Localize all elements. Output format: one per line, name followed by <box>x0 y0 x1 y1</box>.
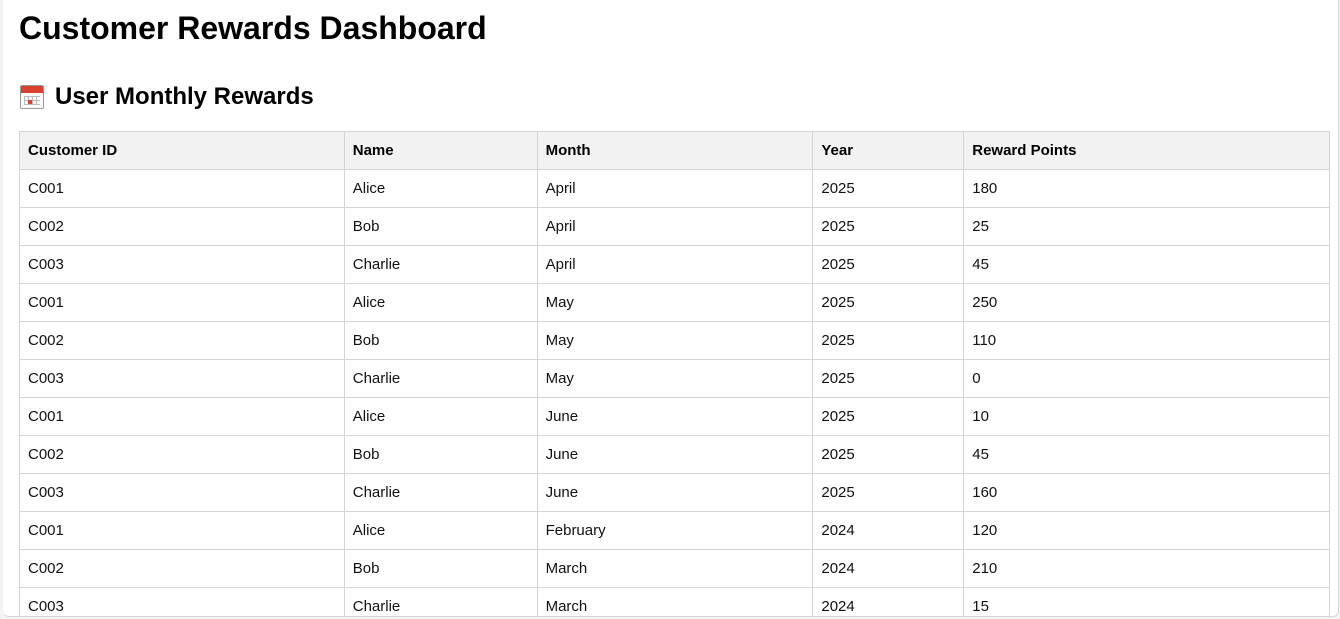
cell-month: April <box>536 169 814 208</box>
cell-reward-points: 25 <box>963 207 1330 246</box>
cell-year: 2025 <box>812 283 965 322</box>
cell-year: 2025 <box>812 321 965 360</box>
cell-month: April <box>536 207 814 246</box>
table-row: C002 Bob May 2025 110 <box>19 321 1330 360</box>
cell-month: June <box>536 435 814 474</box>
cell-year: 2025 <box>812 435 965 474</box>
cell-reward-points: 15 <box>963 587 1330 616</box>
cell-customer-id: C002 <box>19 207 345 246</box>
column-header-name: Name <box>343 131 538 170</box>
cell-reward-points: 120 <box>963 511 1330 550</box>
cell-year: 2025 <box>812 207 965 246</box>
cell-name: Alice <box>343 397 538 436</box>
cell-month: March <box>536 549 814 588</box>
cell-reward-points: 110 <box>963 321 1330 360</box>
cell-year: 2024 <box>812 511 965 550</box>
cell-year: 2025 <box>812 359 965 398</box>
section-heading: User Monthly Rewards <box>20 82 314 112</box>
cell-year: 2025 <box>812 169 965 208</box>
cell-customer-id: C001 <box>19 511 345 550</box>
cell-month: February <box>536 511 814 550</box>
cell-name: Charlie <box>343 587 538 616</box>
cell-year: 2025 <box>812 245 965 284</box>
cell-customer-id: C002 <box>19 435 345 474</box>
cell-name: Charlie <box>343 359 538 398</box>
cell-customer-id: C001 <box>19 169 345 208</box>
cell-name: Alice <box>343 283 538 322</box>
table-row: C003 Charlie March 2024 15 <box>19 587 1330 616</box>
cell-reward-points: 180 <box>963 169 1330 208</box>
table-row: C001 Alice April 2025 180 <box>19 169 1330 208</box>
cell-month: March <box>536 587 814 616</box>
cell-name: Alice <box>343 169 538 208</box>
cell-month: May <box>536 359 814 398</box>
calendar-icon <box>20 85 44 109</box>
cell-name: Charlie <box>343 473 538 512</box>
cell-customer-id: C002 <box>19 549 345 588</box>
cell-customer-id: C003 <box>19 359 345 398</box>
table-row: C001 Alice February 2024 120 <box>19 511 1330 550</box>
cell-year: 2025 <box>812 473 965 512</box>
cell-month: May <box>536 283 814 322</box>
column-header-month: Month <box>536 131 814 170</box>
cell-name: Alice <box>343 511 538 550</box>
cell-customer-id: C003 <box>19 245 345 284</box>
rewards-table: Customer ID Name Month Year Reward Point… <box>19 131 1330 616</box>
cell-reward-points: 250 <box>963 283 1330 322</box>
column-header-reward-points: Reward Points <box>963 131 1330 170</box>
cell-name: Bob <box>343 435 538 474</box>
cell-year: 2024 <box>812 549 965 588</box>
table-row: C002 Bob June 2025 45 <box>19 435 1330 474</box>
table-header-row: Customer ID Name Month Year Reward Point… <box>19 131 1330 170</box>
cell-month: April <box>536 245 814 284</box>
cell-reward-points: 45 <box>963 245 1330 284</box>
table-row: C001 Alice May 2025 250 <box>19 283 1330 322</box>
table-row: C003 Charlie June 2025 160 <box>19 473 1330 512</box>
cell-reward-points: 45 <box>963 435 1330 474</box>
table-row: C002 Bob March 2024 210 <box>19 549 1330 588</box>
column-header-customer-id: Customer ID <box>19 131 345 170</box>
cell-customer-id: C001 <box>19 283 345 322</box>
cell-reward-points: 0 <box>963 359 1330 398</box>
section-title: User Monthly Rewards <box>55 83 314 110</box>
cell-name: Bob <box>343 207 538 246</box>
cell-month: June <box>536 473 814 512</box>
column-header-year: Year <box>812 131 965 170</box>
cell-year: 2025 <box>812 397 965 436</box>
cell-customer-id: C003 <box>19 587 345 616</box>
cell-name: Bob <box>343 321 538 360</box>
cell-name: Bob <box>343 549 538 588</box>
table-row: C003 Charlie April 2025 45 <box>19 245 1330 284</box>
cell-year: 2024 <box>812 587 965 616</box>
cell-customer-id: C003 <box>19 473 345 512</box>
cell-reward-points: 210 <box>963 549 1330 588</box>
cell-customer-id: C001 <box>19 397 345 436</box>
cell-reward-points: 160 <box>963 473 1330 512</box>
cell-reward-points: 10 <box>963 397 1330 436</box>
table-row: C002 Bob April 2025 25 <box>19 207 1330 246</box>
cell-customer-id: C002 <box>19 321 345 360</box>
page-title: Customer Rewards Dashboard <box>19 10 487 46</box>
cell-month: June <box>536 397 814 436</box>
table-row: C001 Alice June 2025 10 <box>19 397 1330 436</box>
dashboard-page: Customer Rewards Dashboard User Monthly … <box>3 0 1339 617</box>
cell-name: Charlie <box>343 245 538 284</box>
table-row: C003 Charlie May 2025 0 <box>19 359 1330 398</box>
cell-month: May <box>536 321 814 360</box>
